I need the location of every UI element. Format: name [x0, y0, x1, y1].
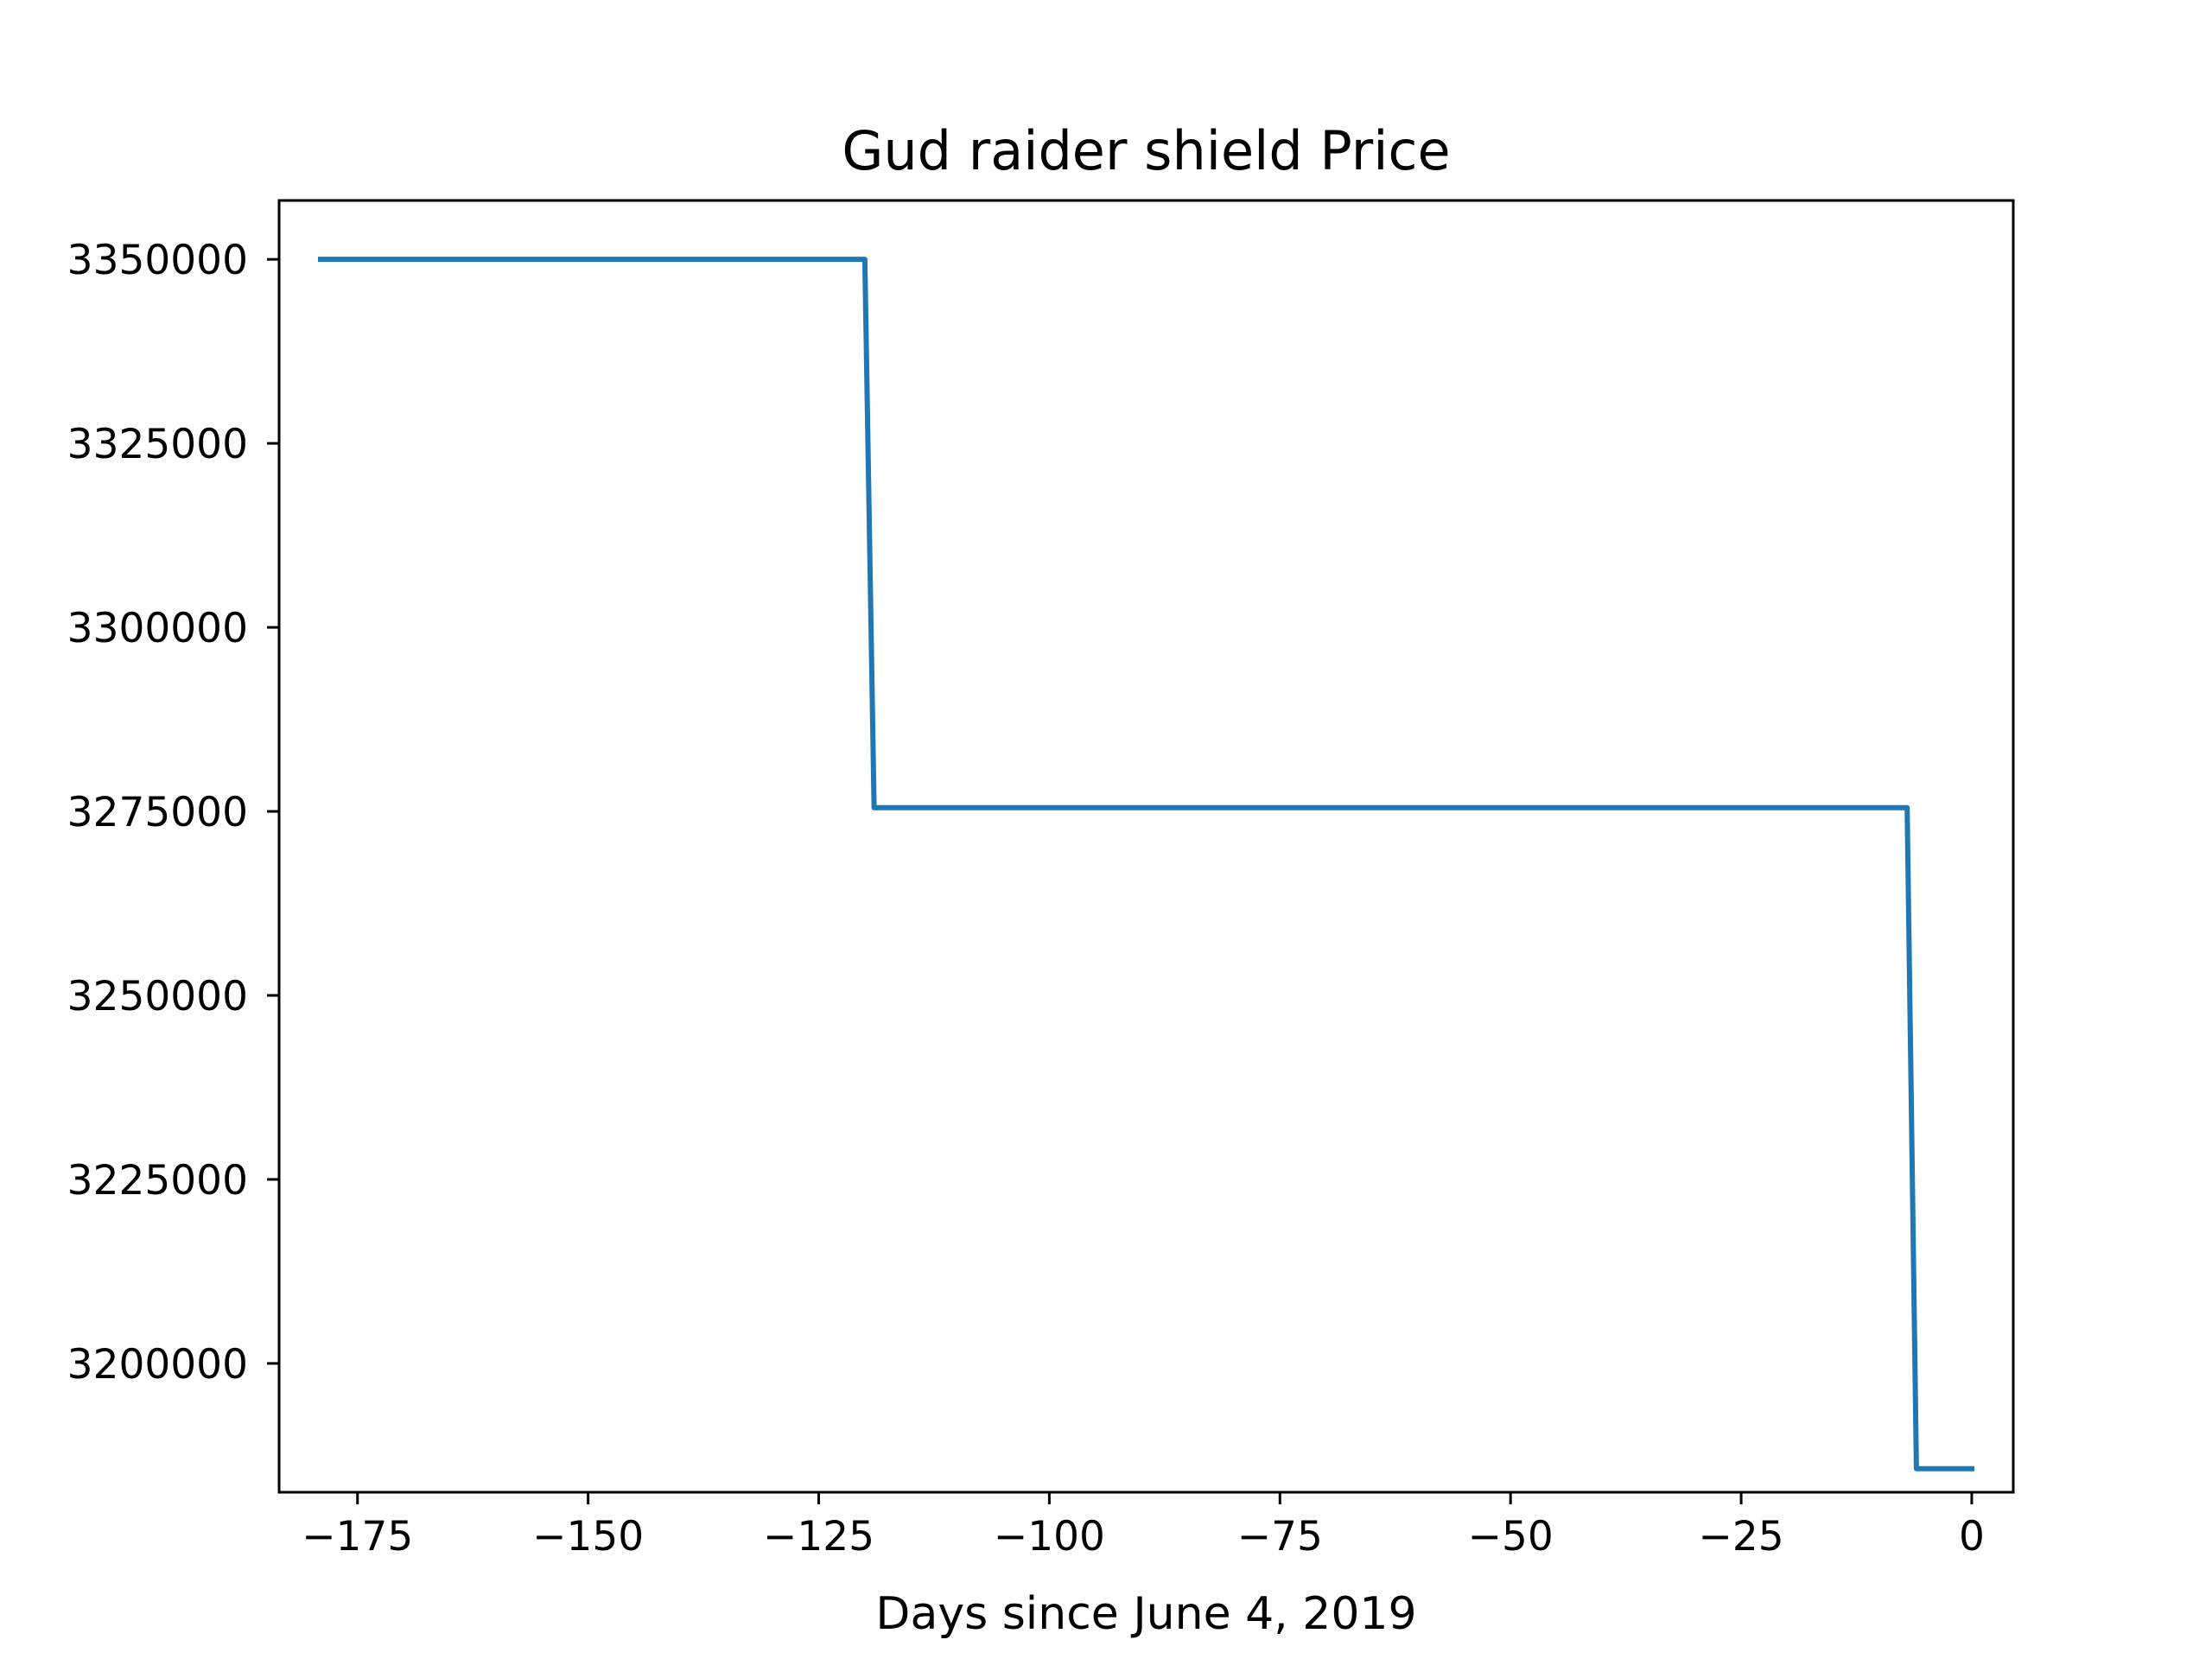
x-tick-label: −175 [302, 1513, 413, 1560]
y-tick-label: 3200000 [67, 1341, 248, 1389]
plot-layer [318, 257, 1974, 1471]
x-tick-label: −100 [994, 1513, 1105, 1560]
y-tick-label: 3275000 [67, 789, 248, 836]
y-tick-label: 3350000 [67, 237, 248, 284]
x-tick-label: −25 [1698, 1513, 1783, 1560]
y-tick-label: 3250000 [67, 973, 248, 1020]
plot-frame [277, 199, 2015, 1494]
y-tick-label: 3225000 [67, 1157, 248, 1205]
y-tick-label: 3300000 [67, 605, 248, 652]
y-axis-ticks: 3200000 3225000 3250000 3275000 3300000 33250… [67, 237, 279, 1389]
y-tick-label: 3325000 [67, 421, 248, 468]
x-tick-label: −125 [763, 1513, 874, 1560]
chart-title: Gud raider shield Price [842, 119, 1450, 182]
x-tick-label: −75 [1237, 1513, 1323, 1560]
x-tick-label: −50 [1468, 1513, 1554, 1560]
x-tick-label: −150 [532, 1513, 644, 1560]
x-tick-label: 0 [1959, 1513, 1985, 1560]
x-axis-title: Days since June 4, 2019 [875, 1588, 1416, 1640]
price-series-line [318, 257, 1974, 1471]
x-axis-ticks: −175 −150 −125 −100 −75 −50 −25 0 [302, 1492, 1985, 1560]
